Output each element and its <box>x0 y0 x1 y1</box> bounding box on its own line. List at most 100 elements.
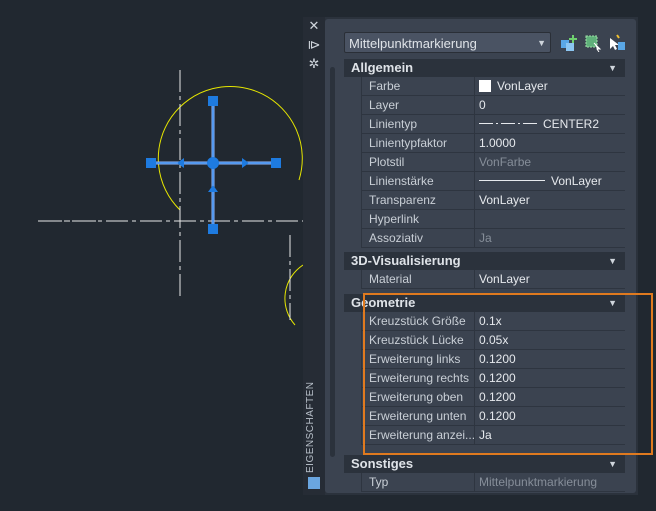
toggle-pickadd-icon[interactable] <box>560 34 578 52</box>
property-row[interactable]: Erweiterung rechts 0.1200 <box>361 369 625 388</box>
property-label: Transparenz <box>361 191 475 209</box>
circle-arc-2 <box>284 264 303 326</box>
property-value: Ja <box>479 428 492 442</box>
property-value: VonLayer <box>551 174 602 188</box>
section-title: Geometrie <box>351 295 416 310</box>
property-label: Linientyp <box>361 115 475 133</box>
property-value: 0.1200 <box>479 352 516 366</box>
property-label: Typ <box>361 473 475 491</box>
section-geometrie: Geometrie ▼ Kreuzstück Größe 0.1x Kreuzstü… <box>344 294 625 445</box>
property-value: VonLayer <box>497 79 548 93</box>
grip-right[interactable] <box>271 158 281 168</box>
property-value: VonFarbe <box>479 155 532 169</box>
property-value: 1.0000 <box>479 136 516 150</box>
property-row[interactable]: Plotstil VonFarbe <box>361 153 625 172</box>
collapse-icon[interactable]: ▼ <box>608 63 617 73</box>
section-header[interactable]: Sonstiges ▼ <box>344 455 625 473</box>
property-row[interactable]: Kreuzstück Lücke 0.05x <box>361 331 625 350</box>
property-row[interactable]: Material VonLayer <box>361 270 625 289</box>
property-row[interactable]: Erweiterung links 0.1200 <box>361 350 625 369</box>
palette-title: EIGENSCHAFTEN <box>305 381 316 473</box>
collapse-icon[interactable]: ▼ <box>608 298 617 308</box>
settings-icon[interactable]: ✲ <box>308 56 320 71</box>
property-value: 0.1200 <box>479 371 516 385</box>
property-label: Layer <box>361 96 475 114</box>
property-row[interactable]: Hyperlink <box>361 210 625 229</box>
close-icon[interactable]: ✕ <box>308 18 320 33</box>
grip-left[interactable] <box>146 158 156 168</box>
lineweight-preview <box>479 180 545 181</box>
property-label: Erweiterung unten <box>361 407 475 425</box>
section-title: Allgemein <box>351 60 414 75</box>
property-row[interactable]: Erweiterung unten 0.1200 <box>361 407 625 426</box>
linetype-preview <box>479 123 537 124</box>
palette-icon <box>308 477 320 489</box>
object-type-select[interactable]: Mittelpunktmarkierung ▼ <box>344 32 551 53</box>
auto-hide-icon[interactable]: ⧐ <box>307 37 321 52</box>
property-value: VonLayer <box>479 193 530 207</box>
property-label: Kreuzstück Größe <box>361 312 475 330</box>
property-label: Erweiterung rechts <box>361 369 475 387</box>
grip-arrow-right[interactable] <box>242 158 249 168</box>
section-sonstiges: Sonstiges ▼ Typ Mittelpunktmarkierung <box>344 455 625 492</box>
section-title: Sonstiges <box>351 456 414 471</box>
section-header[interactable]: 3D-Visualisierung ▼ <box>344 252 625 270</box>
section-header[interactable]: Allgemein ▼ <box>344 59 625 77</box>
properties-palette: ✕ ⧐ ✲ EIGENSCHAFTEN Mittelpunktmarkierun… <box>303 17 653 495</box>
object-type-value: Mittelpunktmarkierung <box>349 36 477 51</box>
section-3d-visualisierung: 3D-Visualisierung ▼ Material VonLayer <box>344 252 625 289</box>
center-lines <box>38 70 303 320</box>
chevron-down-icon: ▼ <box>537 38 546 48</box>
property-value: 0 <box>479 98 486 112</box>
property-value: 0.05x <box>479 333 509 347</box>
property-label: Hyperlink <box>361 210 475 228</box>
grip-bottom[interactable] <box>208 224 218 234</box>
property-value: Ja <box>479 231 492 245</box>
property-row[interactable]: Farbe VonLayer <box>361 77 625 96</box>
center-mark[interactable] <box>146 96 281 234</box>
property-label: Erweiterung oben <box>361 388 475 406</box>
property-row[interactable]: Erweiterung oben 0.1200 <box>361 388 625 407</box>
collapse-icon[interactable]: ▼ <box>608 256 617 266</box>
property-value <box>475 210 625 228</box>
property-row[interactable]: Linientypfaktor 1.0000 <box>361 134 625 153</box>
property-label: Erweiterung anzei... <box>361 426 475 444</box>
property-value: Mittelpunktmarkierung <box>479 475 598 489</box>
property-value: 0.1200 <box>479 409 516 423</box>
section-header[interactable]: Geometrie ▼ <box>344 294 625 312</box>
collapse-icon[interactable]: ▼ <box>608 459 617 469</box>
drawing-canvas[interactable] <box>0 0 303 511</box>
section-title: 3D-Visualisierung <box>351 253 461 268</box>
property-label: Assoziativ <box>361 229 475 247</box>
property-row[interactable]: Linientyp CENTER2 <box>361 115 625 134</box>
property-row[interactable]: Typ Mittelpunktmarkierung <box>361 473 625 492</box>
grip-top[interactable] <box>208 96 218 106</box>
circle-arc[interactable] <box>157 86 303 211</box>
property-label: Linienstärke <box>361 172 475 190</box>
property-label: Farbe <box>361 77 475 95</box>
property-value: CENTER2 <box>543 117 600 131</box>
property-label: Plotstil <box>361 153 475 171</box>
quick-select-icon[interactable] <box>608 34 626 52</box>
property-label: Kreuzstück Lücke <box>361 331 475 349</box>
geometrie-highlight-box <box>363 293 653 455</box>
property-row[interactable]: Transparenz VonLayer <box>361 191 625 210</box>
property-value: VonLayer <box>479 272 530 286</box>
property-label: Material <box>361 270 475 288</box>
property-row[interactable]: Layer 0 <box>361 96 625 115</box>
scrollbar[interactable] <box>330 67 335 457</box>
property-row[interactable]: Assoziativ Ja <box>361 229 625 248</box>
property-row[interactable]: Kreuzstück Größe 0.1x <box>361 312 625 331</box>
property-value: 0.1200 <box>479 390 516 404</box>
property-row[interactable]: Erweiterung anzei... Ja <box>361 426 625 445</box>
section-allgemein: Allgemein ▼ Farbe VonLayer Layer 0 Linienty… <box>344 59 625 248</box>
property-label: Erweiterung links <box>361 350 475 368</box>
grip-arrow-up[interactable] <box>208 185 218 192</box>
grip-arrow-left[interactable] <box>177 158 184 168</box>
property-row[interactable]: Linienstärke VonLayer <box>361 172 625 191</box>
grip-center[interactable] <box>207 157 219 169</box>
palette-titlebar[interactable]: ✕ ⧐ ✲ EIGENSCHAFTEN <box>303 17 325 495</box>
select-objects-icon[interactable] <box>584 34 602 52</box>
color-swatch <box>479 80 491 92</box>
property-value: 0.1x <box>479 314 502 328</box>
